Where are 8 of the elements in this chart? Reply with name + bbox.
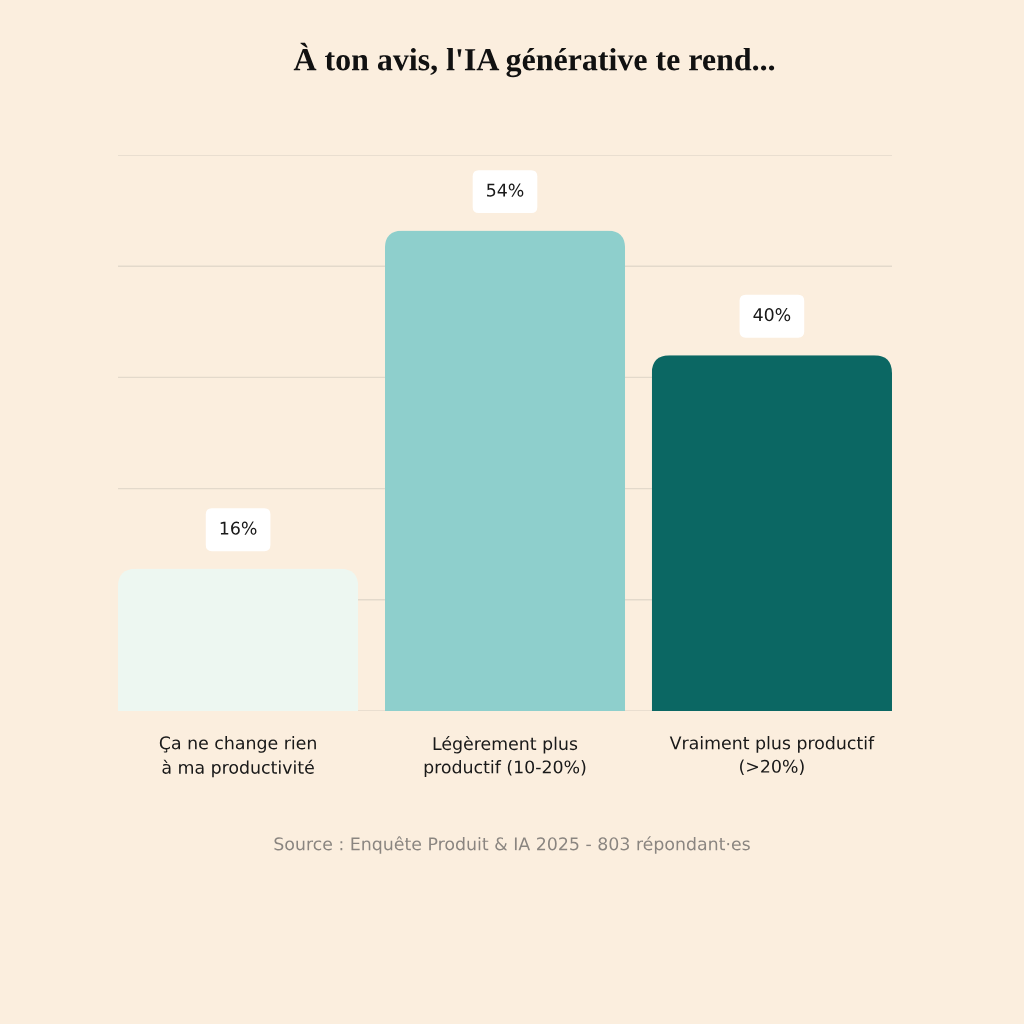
chart-title: À ton avis, l'IA générative te rend... bbox=[293, 42, 775, 78]
x-tick-label: Ça ne change rien à ma productivité bbox=[159, 736, 316, 778]
data-label: 54% bbox=[487, 183, 524, 197]
x-tick-label: Vraiment plus productif (>20%) bbox=[669, 736, 875, 775]
source-note: Source : Enquête Produit & IA 2025 - 803 répondant·es bbox=[274, 836, 750, 854]
data-label: 16% bbox=[220, 521, 257, 535]
data-label: 40% bbox=[753, 308, 791, 322]
x-tick-label: Légèrement plus productif (10-20%) bbox=[424, 736, 586, 777]
